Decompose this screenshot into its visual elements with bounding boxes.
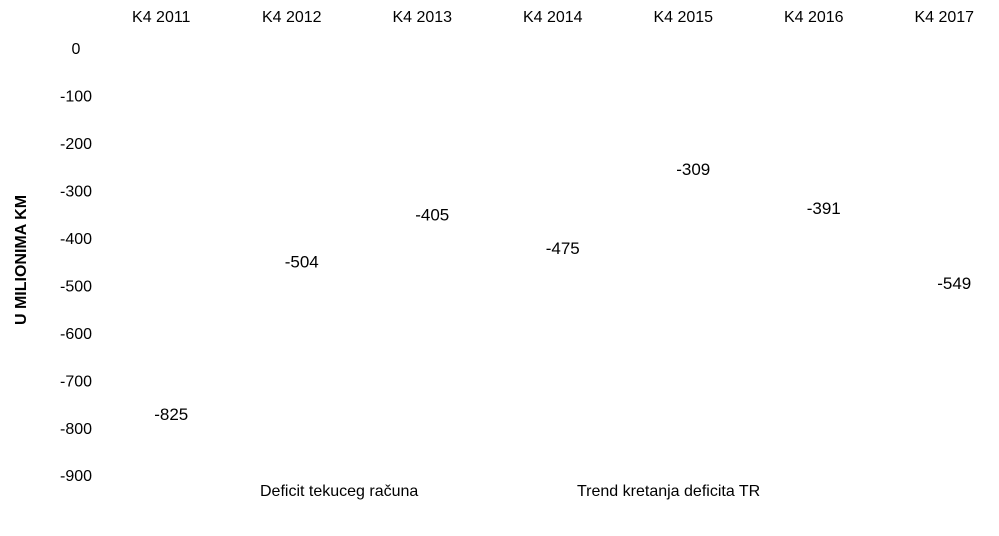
y-tick-label: -100 [60, 89, 92, 106]
bar [135, 50, 188, 442]
y-tick-label: -600 [60, 326, 92, 343]
bar [526, 50, 579, 276]
x-tick-label: K4 2017 [914, 9, 974, 26]
data-label: -475 [546, 239, 580, 258]
legend-swatch [240, 486, 252, 498]
data-label: -405 [415, 206, 449, 225]
y-tick-label: -800 [60, 421, 92, 438]
y-tick-label: -400 [60, 231, 92, 248]
bar [787, 50, 840, 236]
bar [657, 50, 710, 197]
y-tick-label: -500 [60, 278, 92, 295]
y-tick-label: -900 [60, 468, 92, 485]
data-label: -504 [285, 253, 319, 272]
x-tick-label: K4 2012 [262, 9, 322, 26]
legend-label: Trend kretanja deficita TR [577, 483, 760, 500]
x-tick-label: K4 2016 [784, 9, 844, 26]
x-tick-label: K4 2015 [653, 9, 713, 26]
bar [918, 50, 971, 311]
data-label: -825 [154, 405, 188, 424]
bar [265, 50, 318, 290]
y-tick-label: -300 [60, 184, 92, 201]
y-tick-label: -200 [60, 136, 92, 153]
legend-label: Deficit tekuceg računa [260, 483, 418, 500]
x-tick-label: K4 2011 [132, 9, 191, 26]
bar [396, 50, 449, 243]
data-label: -391 [807, 199, 841, 218]
data-label: -309 [676, 160, 710, 179]
y-axis-label: U MILIONIMA KM [13, 195, 30, 325]
y-tick-label: -700 [60, 373, 92, 390]
data-label: -549 [937, 274, 971, 293]
y-tick-label: 0 [72, 41, 81, 58]
x-tick-label: K4 2014 [523, 9, 583, 26]
x-tick-label: K4 2013 [392, 9, 452, 26]
